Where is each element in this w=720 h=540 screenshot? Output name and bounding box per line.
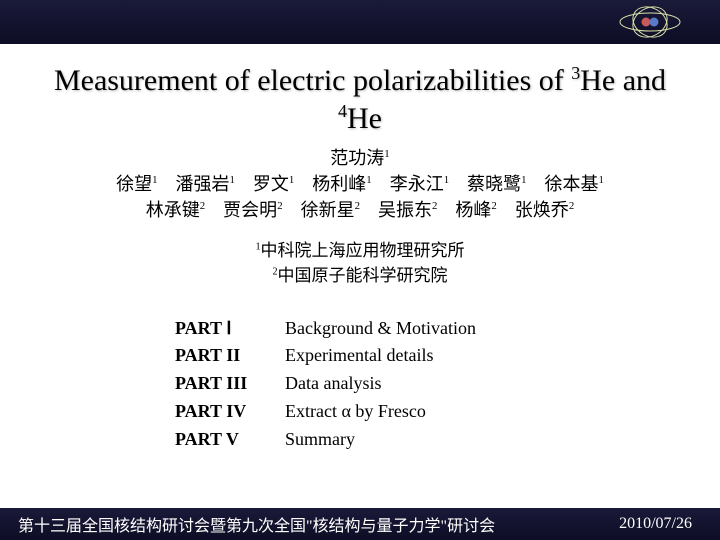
- outline-label: PART V: [175, 426, 285, 454]
- outline-desc: Data analysis: [285, 370, 381, 398]
- slide-content: Measurement of electric polarizabilities…: [0, 44, 720, 454]
- outline-item: PART III Data analysis: [175, 370, 545, 398]
- affiliation-2: 2中国原子能科学研究院: [40, 264, 680, 289]
- presentation-date: 2010/07/26: [619, 515, 692, 533]
- outline-item: PART II Experimental details: [175, 342, 545, 370]
- outline-label: PART III: [175, 370, 285, 398]
- outline-desc: Extract α by Fresco: [285, 398, 426, 426]
- outline-item: PART Ⅰ Background & Motivation: [175, 315, 545, 343]
- author-list: 范功涛1 徐望1 潘强岩1 罗文1 杨利峰1 李永江1 蔡晓鹭1 徐本基1 林承…: [40, 145, 680, 223]
- atom-logo-icon: [610, 5, 690, 39]
- affiliations: 1中科院上海应用物理研究所 2中国原子能科学研究院: [40, 239, 680, 288]
- outline-label: PART Ⅰ: [175, 315, 285, 343]
- outline-item: PART V Summary: [175, 426, 545, 454]
- footer-bar: 第十三届全国核结构研讨会暨第九次全国"核结构与量子力学"研讨会 2010/07/…: [0, 508, 720, 540]
- outline-label: PART II: [175, 342, 285, 370]
- affiliation-1: 1中科院上海应用物理研究所: [40, 239, 680, 264]
- outline-item: PART IV Extract α by Fresco: [175, 398, 545, 426]
- author-line-3: 林承键2 贾会明2 徐新星2 吴振东2 杨峰2 张焕乔2: [40, 197, 680, 223]
- author-line-2: 徐望1 潘强岩1 罗文1 杨利峰1 李永江1 蔡晓鹭1 徐本基1: [40, 171, 680, 197]
- author-line-1: 范功涛1: [40, 145, 680, 171]
- conference-name: 第十三届全国核结构研讨会暨第九次全国"核结构与量子力学"研讨会: [18, 512, 495, 536]
- slide-title: Measurement of electric polarizabilities…: [40, 62, 680, 137]
- outline-list: PART Ⅰ Background & Motivation PART II E…: [175, 315, 545, 454]
- outline-desc: Summary: [285, 426, 355, 454]
- outline-label: PART IV: [175, 398, 285, 426]
- header-bar: [0, 0, 720, 44]
- outline-desc: Experimental details: [285, 342, 433, 370]
- outline-desc: Background & Motivation: [285, 315, 476, 343]
